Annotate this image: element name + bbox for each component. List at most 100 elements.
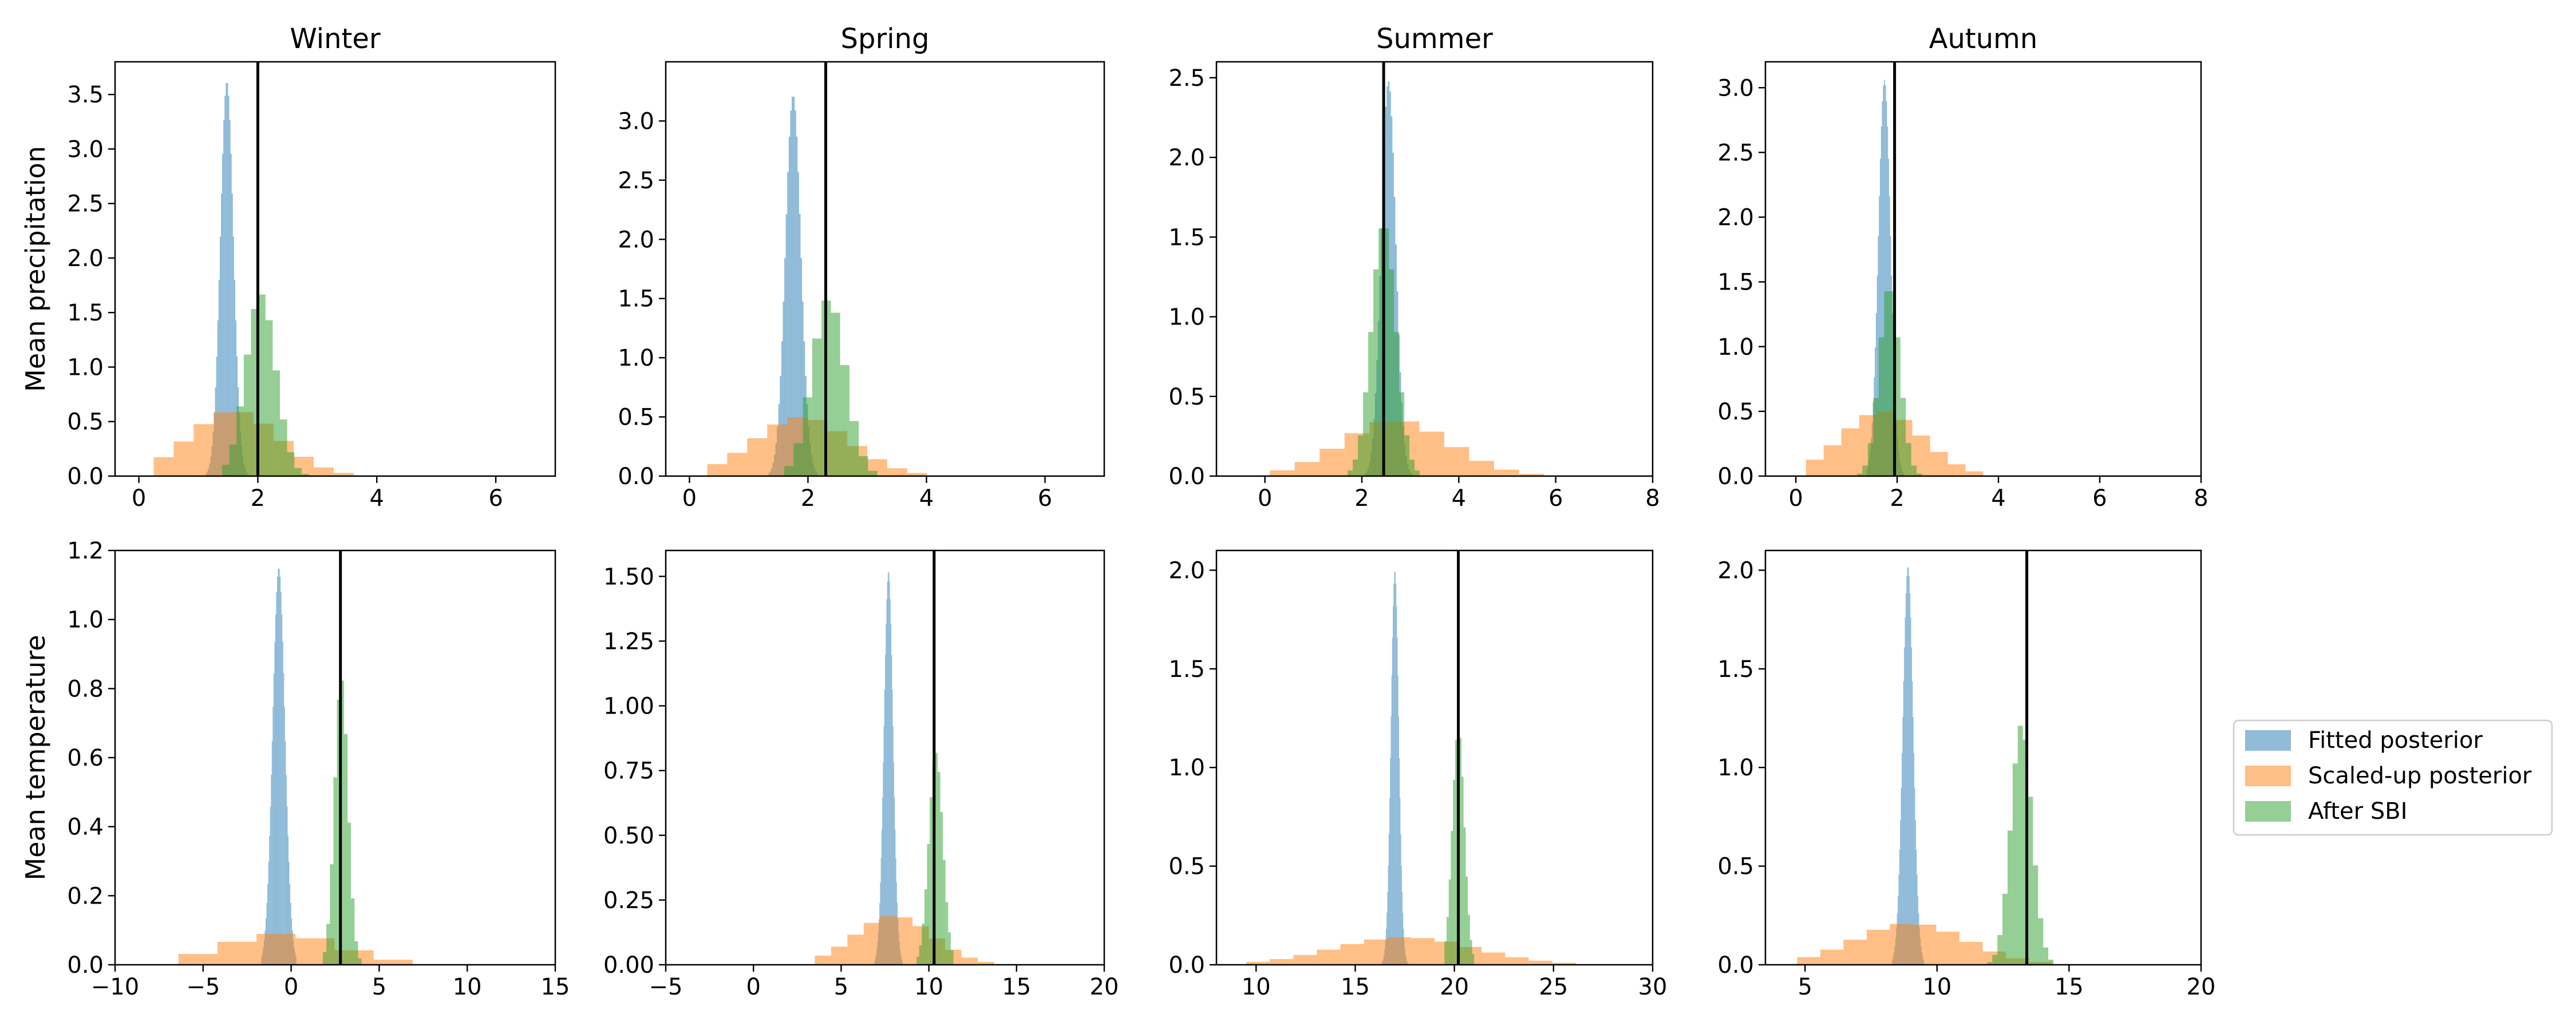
hist-bar [1388, 865, 1389, 965]
hist-bar [1908, 567, 1909, 965]
hist-bar [1902, 717, 1903, 965]
x-tick-label: 25 [1539, 974, 1568, 1000]
series-sbi [1348, 228, 1420, 476]
panel-0-3: 0 2 4 6 8 0.0 0.5 1.0 1.5 2.0 2.5 3.0 Autumn [1717, 23, 2208, 512]
panel-title: Summer [1376, 23, 1493, 55]
series-fitted [261, 568, 297, 965]
hist-bar [919, 945, 922, 965]
legend-swatch-fitted [2245, 730, 2291, 751]
x-tick-label: 10 [453, 974, 482, 1000]
hist-bar [217, 941, 257, 965]
hist-bar [930, 797, 933, 965]
hist-bar [1866, 929, 1890, 965]
hist-bar [1399, 392, 1405, 476]
panel-title: Autumn [1929, 23, 2038, 55]
hist-bar [217, 320, 219, 476]
y-tick-label: 0.5 [618, 405, 654, 431]
x-tick-label: 0 [682, 485, 697, 512]
hist-bar [1368, 332, 1374, 476]
x-tick-label: 30 [1638, 974, 1668, 1000]
y-tick-label: 1.5 [1168, 224, 1205, 251]
y-tick-label: 3.5 [67, 82, 104, 108]
panel-1-3: 5 10 15 20 0.0 0.5 1.0 1.5 2.0 [1717, 549, 2215, 1000]
hist-bar [1447, 917, 1449, 965]
hist-bar [274, 641, 275, 965]
x-tick-label: −5 [186, 974, 220, 1000]
hist-bar [1411, 938, 1435, 965]
y-tick-label: 2.0 [618, 227, 654, 253]
hist-bar [1898, 874, 1899, 965]
hist-bar [226, 83, 227, 476]
hist-bar [1907, 567, 1909, 965]
hist-bar [1904, 647, 1905, 965]
panel-title: Spring [841, 23, 930, 55]
hist-bar [831, 946, 848, 965]
hist-bar [284, 707, 285, 965]
hist-bar [289, 884, 291, 965]
hist-bar [1472, 953, 1475, 965]
y-tick-label: 1.0 [1717, 755, 1754, 781]
hist-bar [178, 954, 218, 965]
hist-bar [886, 599, 887, 965]
plot-area [1216, 550, 1653, 965]
hist-bar [283, 673, 285, 965]
hist-bar [961, 957, 978, 965]
hist-bar [1883, 85, 1884, 477]
hist-bar [1398, 716, 1400, 965]
hist-bar [272, 370, 280, 476]
x-tick-label: 5 [372, 974, 386, 1000]
hist-bar [1879, 196, 1880, 476]
hist-bar [1915, 849, 1917, 965]
hist-bar [256, 934, 296, 965]
x-tick-label: 0 [746, 974, 760, 1000]
hist-bar [347, 822, 351, 965]
hist-bar [1348, 470, 1353, 476]
hist-bar [1469, 940, 1472, 965]
y-tick-label: 1.0 [1168, 755, 1205, 781]
hist-bar [1878, 337, 1884, 476]
hist-bar [927, 843, 930, 965]
hist-bar [2017, 726, 2023, 965]
hist-bar [784, 258, 786, 476]
hist-bar [907, 473, 927, 476]
hist-bar [280, 592, 282, 965]
x-tick-label: 4 [370, 485, 384, 512]
hist-bar [1246, 961, 1270, 965]
hist-bar [2043, 947, 2049, 965]
hist-bar [326, 924, 330, 965]
x-tick-label: 10 [1242, 974, 1271, 1000]
y-tick-label: 2.0 [1168, 557, 1205, 584]
hist-bar [2002, 893, 2008, 965]
hist-bar [313, 467, 334, 476]
hist-bar [275, 614, 276, 965]
hist-bar [1936, 932, 1959, 965]
hist-bar [276, 592, 277, 965]
hist-bar [1317, 949, 1341, 965]
hist-bar [1889, 291, 1895, 476]
hist-bar [1378, 228, 1384, 476]
hist-bar [287, 835, 289, 965]
hist-bar [227, 83, 228, 476]
hist-bar [330, 864, 334, 965]
y-tick-label: 0.5 [1717, 399, 1754, 425]
plot-area [1765, 550, 2201, 965]
hist-bar [1882, 101, 1883, 476]
x-tick-label: 5 [1797, 974, 1812, 1000]
hist-bar [229, 120, 231, 476]
hist-bar [224, 96, 226, 477]
hist-bar [1900, 398, 1906, 476]
hist-bar [849, 421, 859, 476]
legend-label-scaled: Scaled-up posterior [2308, 763, 2532, 789]
legend-label-fitted: Fitted posterior [2308, 727, 2483, 754]
hist-bar [1878, 236, 1879, 476]
hist-bar [243, 354, 251, 476]
y-axis-label: Mean precipitation [20, 146, 51, 392]
legend-swatch-sbi [2245, 801, 2291, 822]
series-sbi [784, 300, 878, 476]
hist-bar [1448, 879, 1451, 965]
hist-bar [1505, 957, 1529, 965]
hist-bar [1389, 269, 1394, 476]
hist-bar [800, 258, 803, 476]
hist-bar [894, 797, 895, 965]
hist-bar [273, 673, 275, 965]
